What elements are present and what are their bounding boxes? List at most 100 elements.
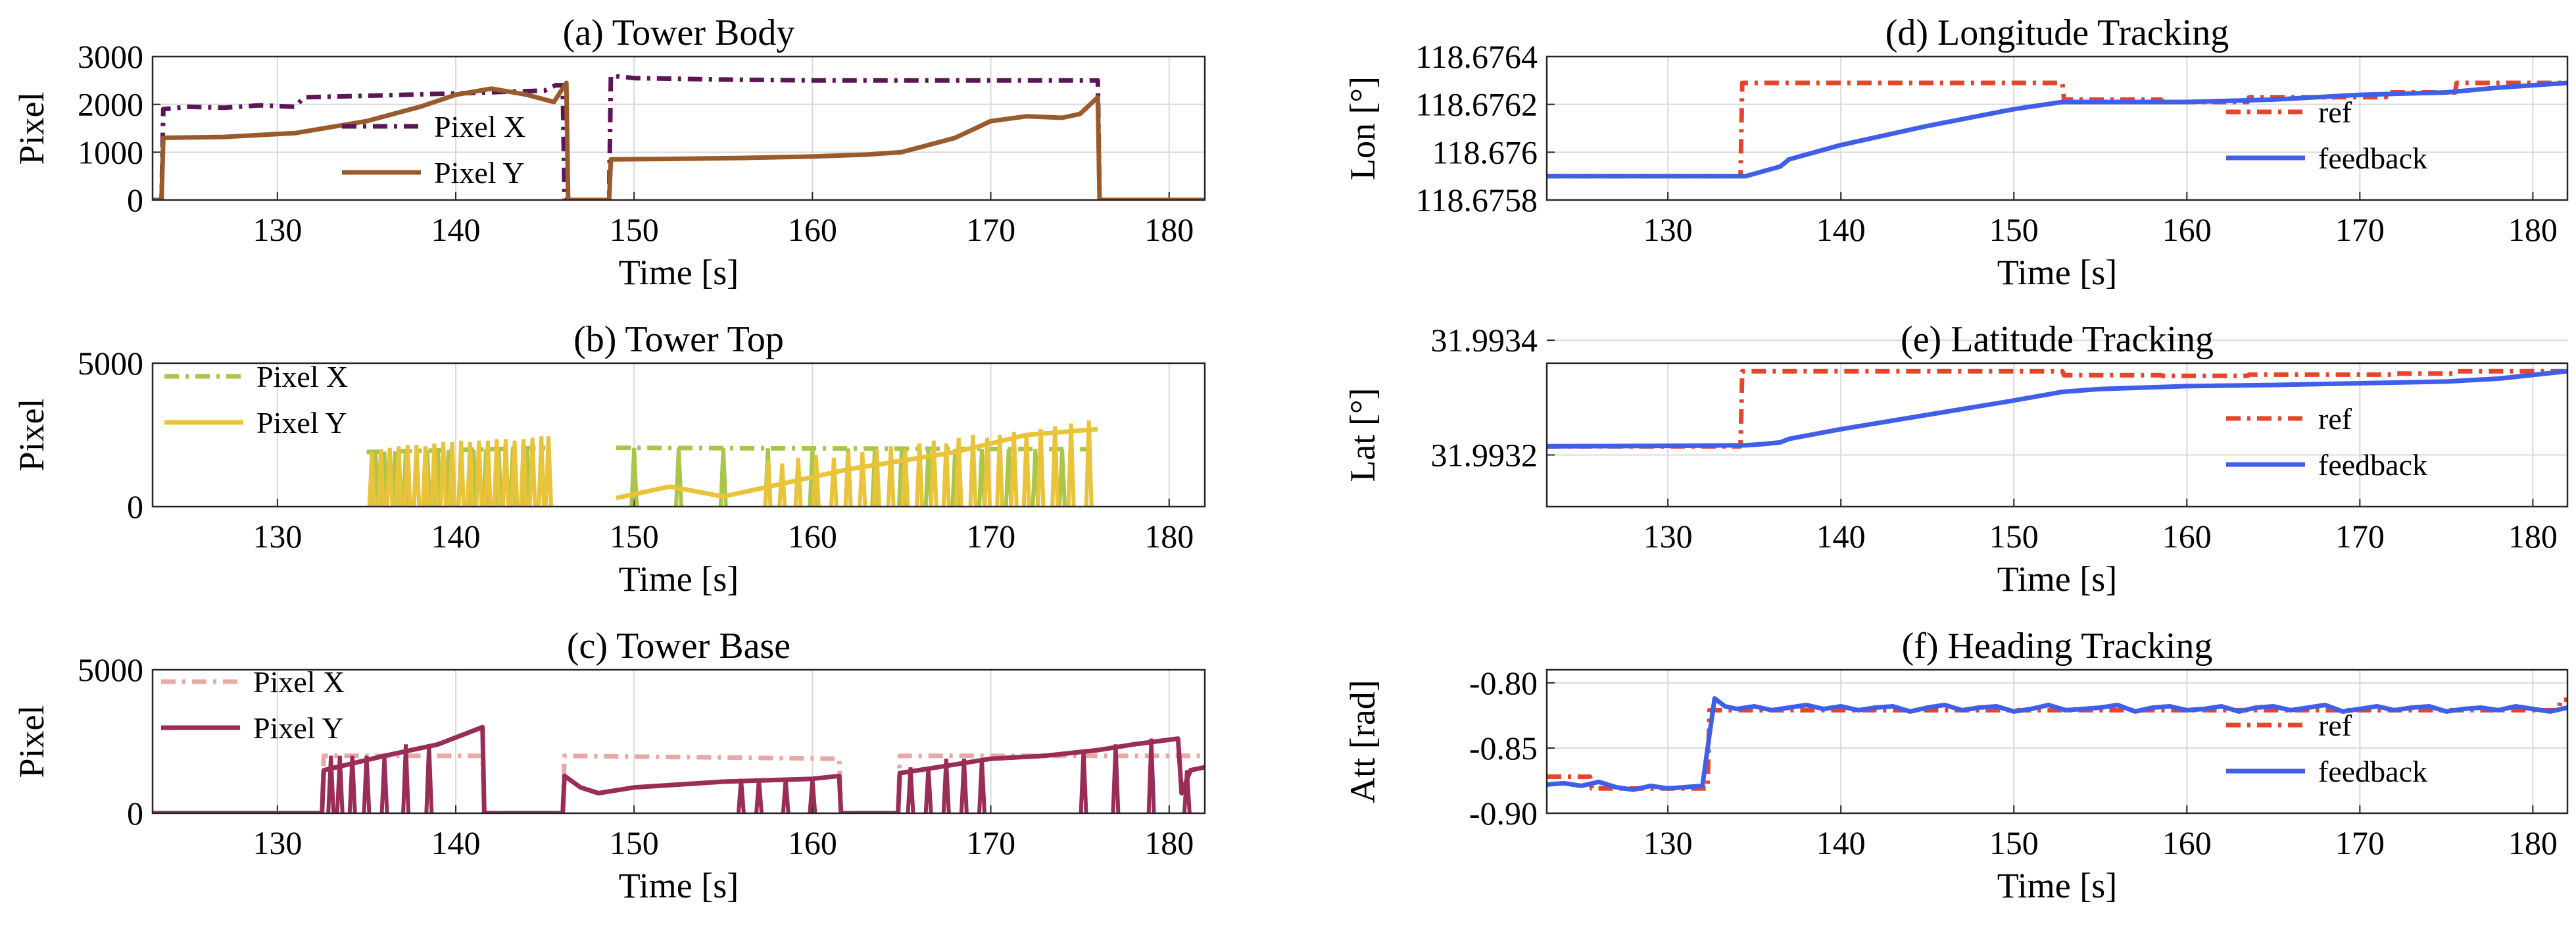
y-tick-label: 1000 — [78, 134, 143, 170]
y-tick-label: 5000 — [78, 651, 143, 688]
spike-pixel-y — [447, 441, 457, 507]
x-tick-label: 160 — [788, 518, 837, 555]
panel-title: (b) Tower Top — [573, 319, 784, 360]
series-segment-pixel-y — [1026, 426, 1098, 438]
spike-pixel-y — [537, 436, 547, 507]
axes-box — [151, 362, 1206, 508]
series-line-pixel-x — [153, 753, 1205, 813]
series-segment-pixel-y — [669, 484, 724, 499]
y-tick-label: 118.6764 — [1415, 38, 1538, 75]
y-tick-label: 3000 — [78, 38, 143, 75]
panel-b: 130 140 150 160 170 180 0 5000 (b) Tower Top Time… — [12, 319, 1206, 599]
legend-label: ref — [2318, 95, 2352, 129]
series-group — [1547, 696, 2567, 792]
x-tick-label: 180 — [2508, 824, 2558, 861]
spike-pixel-y — [1050, 426, 1060, 507]
series-group — [153, 73, 1205, 200]
y-axis-label: Pixel — [12, 398, 51, 471]
spike-pixel-y — [968, 434, 978, 507]
panel-f: 130 140 150 160 170 180 -0.80 -0.85 -0.90 (f) Hea… — [1343, 626, 2569, 905]
spike-pixel-y — [1036, 429, 1046, 507]
spike-pixel-x — [718, 447, 728, 507]
panel-e: 130 140 150 160 170 180 31.9932 31.9934 (e) Lati… — [1343, 319, 2569, 599]
y-tick-label: 0 — [127, 488, 143, 525]
legend: Pixel X Pixel Y — [342, 110, 525, 189]
x-tick-label: 150 — [610, 518, 659, 555]
x-tick-label: 150 — [1989, 824, 2039, 861]
spike-pixel-y — [1146, 738, 1156, 813]
y-axis-label: Pixel — [12, 705, 51, 778]
y-tick-label: -0.80 — [1469, 665, 1538, 701]
series-line-feedback — [1547, 80, 2567, 179]
spike-pixel-y — [544, 436, 554, 507]
spike-pixel-y — [872, 449, 882, 507]
x-tick-label: 150 — [610, 211, 659, 248]
x-axis-label: Time [s] — [619, 253, 739, 292]
legend-label: Pixel X — [256, 360, 348, 393]
y-tick-label: 31.9934 — [1431, 322, 1538, 359]
legend: Pixel X Pixel Y — [161, 665, 345, 745]
x-tick-label: 170 — [2335, 824, 2385, 861]
spike-pixel-y — [763, 461, 773, 507]
panel-title: (a) Tower Body — [563, 13, 795, 53]
spike-pixel-y — [929, 440, 938, 507]
spike-pixel-y — [811, 455, 821, 507]
spike-pixel-y — [439, 441, 449, 507]
spike-pixel-y — [977, 759, 987, 813]
spike-pixel-y — [808, 778, 817, 813]
legend: ref feedback — [2226, 402, 2427, 482]
spike-pixel-y — [394, 446, 404, 507]
legend-label: ref — [2318, 402, 2352, 436]
spike-pixel-y — [923, 767, 933, 813]
spike-pixel-y — [326, 755, 336, 813]
panel-title: (e) Latitude Tracking — [1901, 319, 2214, 360]
x-axis-label: Time [s] — [619, 866, 739, 905]
spike-pixel-y — [500, 439, 510, 507]
axes-box — [1545, 55, 2569, 201]
series-group — [1547, 368, 2567, 449]
spike-pixel-y — [1111, 744, 1121, 813]
spike-pixel-y — [736, 778, 746, 813]
x-tick-label: 180 — [2508, 518, 2558, 555]
x-tick-label: 130 — [1643, 211, 1693, 248]
spike-pixel-y — [915, 443, 925, 507]
spike-pixel-y — [754, 778, 764, 813]
spike-pixel-y — [474, 440, 484, 507]
spike-pixel-y — [412, 445, 422, 507]
spike-pixel-y — [510, 440, 520, 507]
spike-pixel-y — [781, 778, 790, 813]
series-line-ref — [1547, 368, 2567, 449]
x-tick-label: 180 — [2508, 211, 2558, 248]
x-tick-label: 140 — [431, 518, 481, 555]
spike-pixel-y — [420, 446, 430, 507]
series-line-feedback — [1547, 696, 2567, 792]
x-tick-label: 170 — [966, 518, 1015, 555]
x-tick-label: 160 — [2162, 211, 2212, 248]
x-tick-label: 170 — [966, 211, 1015, 248]
spike-pixel-y — [376, 449, 386, 507]
series-line-pixel-y — [153, 80, 1205, 200]
spike-pixel-y — [465, 441, 475, 507]
x-tick-label: 180 — [1144, 211, 1194, 248]
legend-label: feedback — [2318, 755, 2427, 788]
x-tick-label: 140 — [1816, 211, 1866, 248]
axes-box — [151, 55, 1206, 201]
series-segment-pixel-y — [723, 466, 849, 499]
y-tick-label: 118.676 — [1432, 134, 1538, 170]
legend-label: Pixel X — [253, 665, 345, 699]
y-tick-label: -0.85 — [1469, 730, 1538, 767]
axes-box — [1545, 668, 2569, 815]
spike-pixel-y — [959, 759, 969, 813]
y-tick-label: 2000 — [78, 86, 143, 123]
y-tick-label: 0 — [127, 182, 143, 218]
panel-d: 130 140 150 160 170 180 118.6758 118.676 118.676… — [1343, 13, 2569, 292]
spike-pixel-y — [335, 755, 345, 813]
spike-pixel-y — [527, 438, 537, 507]
x-tick-label: 160 — [2162, 824, 2212, 861]
panel-a: 130 140 150 160 170 180 0 1000 2000 3000 (a) Tower… — [12, 13, 1206, 292]
spike-pixel-y — [402, 445, 412, 507]
y-tick-label: 0 — [127, 795, 143, 832]
legend-label: Pixel Y — [434, 156, 525, 189]
series-group — [153, 724, 1205, 813]
x-axis-label: Time [s] — [619, 559, 739, 599]
